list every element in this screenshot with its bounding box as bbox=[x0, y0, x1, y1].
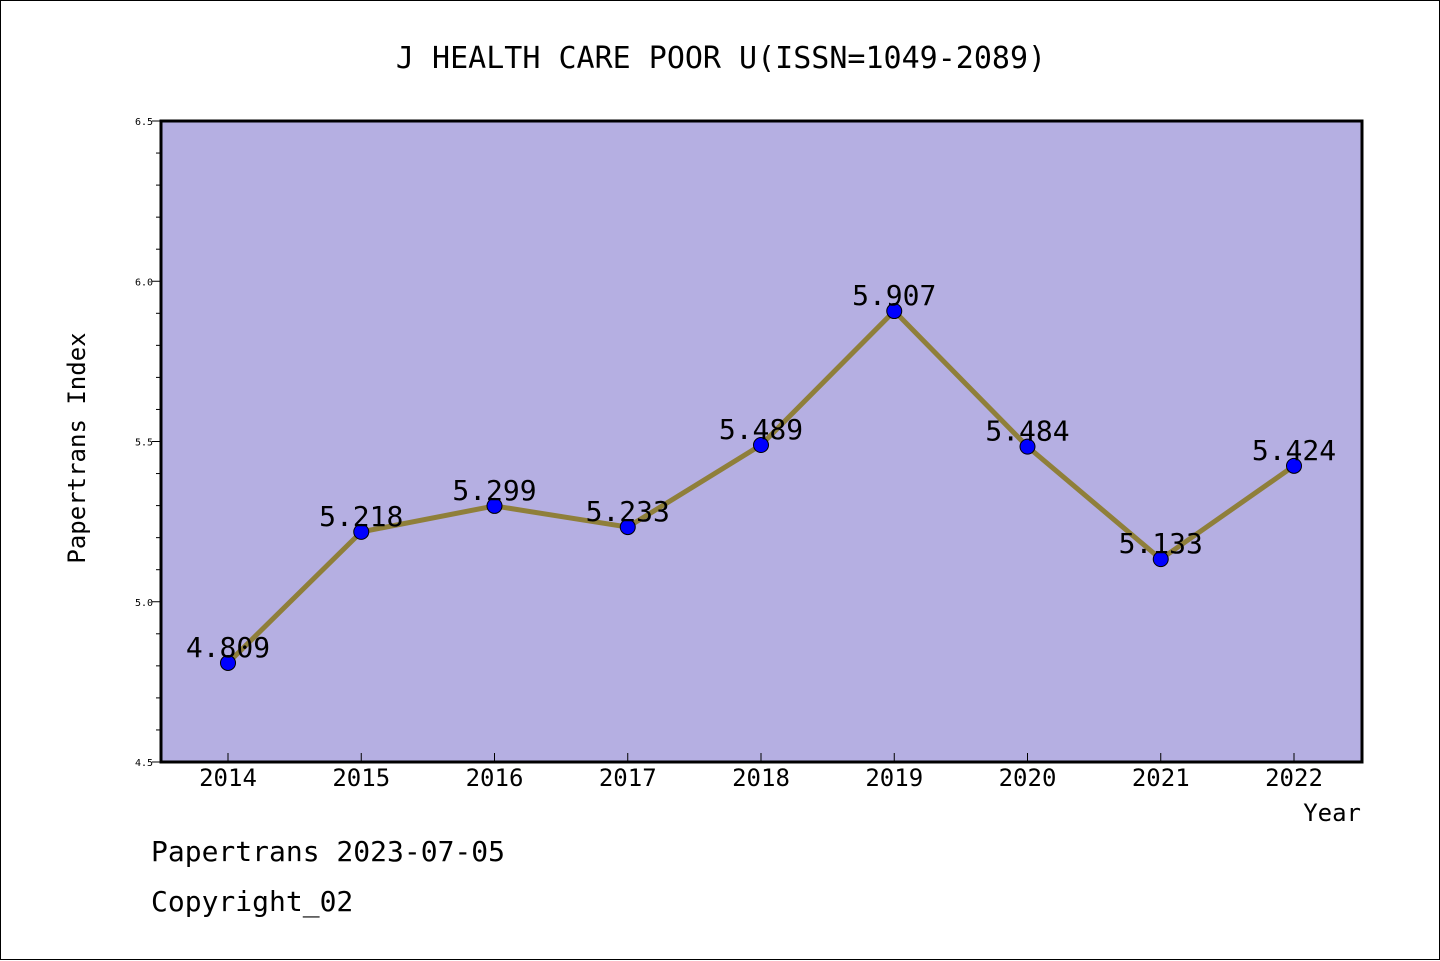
y-tick-label: 4.5 bbox=[135, 758, 153, 769]
x-tick-label: 2015 bbox=[332, 764, 390, 792]
plot-border bbox=[159, 119, 1364, 764]
x-tick-label: 2017 bbox=[599, 764, 657, 792]
data-point bbox=[619, 519, 636, 536]
data-label: 5.299 bbox=[452, 474, 536, 507]
footer-date: Papertrans 2023-07-05 bbox=[151, 835, 506, 868]
data-label: 5.484 bbox=[985, 415, 1069, 448]
data-point bbox=[220, 654, 236, 671]
data-point bbox=[1286, 457, 1302, 474]
x-tick-label: 2019 bbox=[865, 764, 923, 792]
data-label: 5.907 bbox=[852, 279, 936, 312]
y-tick-label: 6.0 bbox=[135, 277, 153, 288]
y-tick-label: 6.5 bbox=[135, 117, 153, 128]
x-tick-label: 2014 bbox=[199, 764, 257, 792]
data-label: 5.489 bbox=[719, 413, 803, 446]
y-tick-label: 5.5 bbox=[135, 438, 153, 449]
data-label: 5.233 bbox=[586, 495, 670, 528]
data-point bbox=[1152, 551, 1169, 568]
x-axis-label: Year bbox=[1303, 799, 1361, 827]
data-point bbox=[753, 437, 769, 454]
data-point bbox=[353, 523, 370, 540]
data-label: 5.424 bbox=[1252, 434, 1336, 467]
data-point bbox=[486, 497, 503, 514]
footer-copyright: Copyright_02 bbox=[151, 885, 354, 918]
x-tick-label: 2021 bbox=[1132, 764, 1190, 792]
data-label: 5.218 bbox=[319, 500, 403, 533]
chart-title: J HEALTH CARE POOR U(ISSN=1049-2089) bbox=[396, 41, 1046, 76]
data-point bbox=[886, 303, 903, 320]
x-tick-label: 2018 bbox=[732, 764, 790, 792]
data-label: 4.809 bbox=[186, 631, 270, 664]
data-point bbox=[1019, 438, 1036, 455]
x-tick-label: 2022 bbox=[1265, 764, 1323, 792]
x-tick-label: 2020 bbox=[999, 764, 1057, 792]
data-label: 5.133 bbox=[1119, 527, 1203, 560]
y-axis-label: Papertrans Index bbox=[63, 332, 91, 563]
x-tick-label: 2016 bbox=[466, 764, 524, 792]
y-tick-label: 5.0 bbox=[135, 598, 153, 609]
